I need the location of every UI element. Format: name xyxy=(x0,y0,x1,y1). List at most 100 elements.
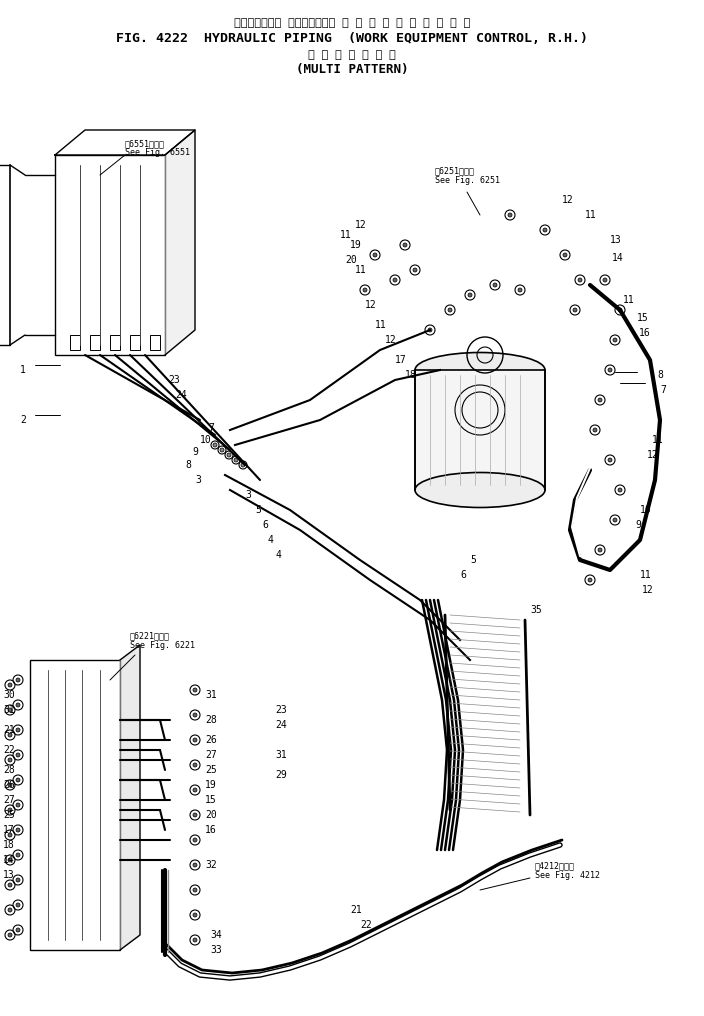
Text: 31: 31 xyxy=(205,690,217,700)
Circle shape xyxy=(16,828,20,832)
Circle shape xyxy=(193,863,197,867)
Text: (MULTI PATTERN): (MULTI PATTERN) xyxy=(296,63,408,76)
Text: 21: 21 xyxy=(350,905,362,915)
Ellipse shape xyxy=(415,472,545,508)
Circle shape xyxy=(193,913,197,917)
Text: 30: 30 xyxy=(3,690,15,700)
Text: 15: 15 xyxy=(637,313,649,323)
Text: 3: 3 xyxy=(245,490,251,500)
Text: 第6551図参照: 第6551図参照 xyxy=(125,139,165,148)
Circle shape xyxy=(193,763,197,767)
Text: 12: 12 xyxy=(365,300,377,310)
Circle shape xyxy=(193,688,197,692)
Text: See Fig. 6221: See Fig. 6221 xyxy=(130,641,195,650)
Circle shape xyxy=(588,578,592,582)
Circle shape xyxy=(613,518,617,522)
Bar xyxy=(150,335,160,350)
Circle shape xyxy=(16,903,20,907)
Text: 7: 7 xyxy=(660,385,666,395)
Text: 12: 12 xyxy=(385,335,397,345)
Circle shape xyxy=(393,278,397,282)
Polygon shape xyxy=(120,645,140,950)
Text: 28: 28 xyxy=(3,765,15,775)
Text: 35: 35 xyxy=(530,605,542,615)
Circle shape xyxy=(8,883,12,887)
Circle shape xyxy=(193,738,197,742)
Text: 18: 18 xyxy=(405,370,417,380)
Text: 11: 11 xyxy=(652,435,664,445)
Text: 11: 11 xyxy=(623,295,635,305)
Circle shape xyxy=(468,293,472,297)
Text: 16: 16 xyxy=(639,328,650,338)
Circle shape xyxy=(16,753,20,757)
Text: 1: 1 xyxy=(20,365,26,375)
Text: 27: 27 xyxy=(205,750,217,760)
Circle shape xyxy=(403,243,407,247)
Circle shape xyxy=(598,548,602,552)
Text: 12: 12 xyxy=(647,450,659,460)
Circle shape xyxy=(8,808,12,812)
Text: 6: 6 xyxy=(262,520,268,530)
Text: 4: 4 xyxy=(268,535,274,545)
Text: 23: 23 xyxy=(168,375,180,385)
Circle shape xyxy=(493,283,497,287)
Circle shape xyxy=(213,443,217,447)
Text: 8: 8 xyxy=(657,370,663,380)
Circle shape xyxy=(193,938,197,942)
Circle shape xyxy=(613,338,617,342)
Text: 9: 9 xyxy=(192,447,198,457)
Text: 7: 7 xyxy=(208,423,214,433)
Text: 14: 14 xyxy=(3,855,15,865)
Text: FIG. 4222  HYDRAULIC PIPING  (WORK EQUIPMENT CONTROL, R.H.): FIG. 4222 HYDRAULIC PIPING (WORK EQUIPME… xyxy=(116,31,588,45)
Text: 28: 28 xyxy=(205,715,217,725)
Text: 33: 33 xyxy=(210,945,222,955)
Circle shape xyxy=(227,453,231,457)
Circle shape xyxy=(8,733,12,737)
Text: 10: 10 xyxy=(640,505,652,515)
Bar xyxy=(55,155,165,355)
Circle shape xyxy=(8,783,12,787)
Text: 20: 20 xyxy=(345,255,357,265)
Ellipse shape xyxy=(415,353,545,387)
Circle shape xyxy=(193,838,197,842)
Text: 26: 26 xyxy=(205,735,217,745)
Text: See Fig. 6551: See Fig. 6551 xyxy=(125,148,190,157)
Text: 31: 31 xyxy=(3,705,15,715)
Text: 16: 16 xyxy=(205,825,217,835)
Bar xyxy=(30,660,120,950)
Circle shape xyxy=(193,713,197,717)
Circle shape xyxy=(8,833,12,837)
Circle shape xyxy=(16,803,20,807)
Text: 19: 19 xyxy=(205,780,217,790)
Polygon shape xyxy=(165,130,195,355)
Circle shape xyxy=(193,788,197,792)
Circle shape xyxy=(518,288,522,292)
Text: 11: 11 xyxy=(640,570,652,580)
Text: 25: 25 xyxy=(205,765,217,775)
Text: 10: 10 xyxy=(200,435,212,445)
Text: 11: 11 xyxy=(340,230,352,240)
Text: 24: 24 xyxy=(175,390,187,400)
Text: See Fig. 4212: See Fig. 4212 xyxy=(535,871,600,880)
Text: See Fig. 6251: See Fig. 6251 xyxy=(435,176,500,185)
Text: 2: 2 xyxy=(20,415,26,425)
Circle shape xyxy=(543,228,547,232)
Text: 9: 9 xyxy=(635,520,641,530)
Circle shape xyxy=(8,758,12,762)
Text: 12: 12 xyxy=(642,585,654,595)
Circle shape xyxy=(608,368,612,372)
Text: 3: 3 xyxy=(195,475,201,485)
Text: 24: 24 xyxy=(275,720,287,731)
Circle shape xyxy=(603,278,607,282)
Text: 17: 17 xyxy=(3,825,15,835)
Circle shape xyxy=(608,458,612,462)
Text: 22: 22 xyxy=(360,920,372,930)
Bar xyxy=(130,335,140,350)
Circle shape xyxy=(563,253,567,257)
Text: 31: 31 xyxy=(275,750,287,760)
Text: 5: 5 xyxy=(470,555,476,565)
Circle shape xyxy=(578,278,582,282)
Text: マ ル チ パ タ ー ン: マ ル チ パ タ ー ン xyxy=(308,50,396,60)
Circle shape xyxy=(618,488,622,492)
Circle shape xyxy=(618,308,622,312)
